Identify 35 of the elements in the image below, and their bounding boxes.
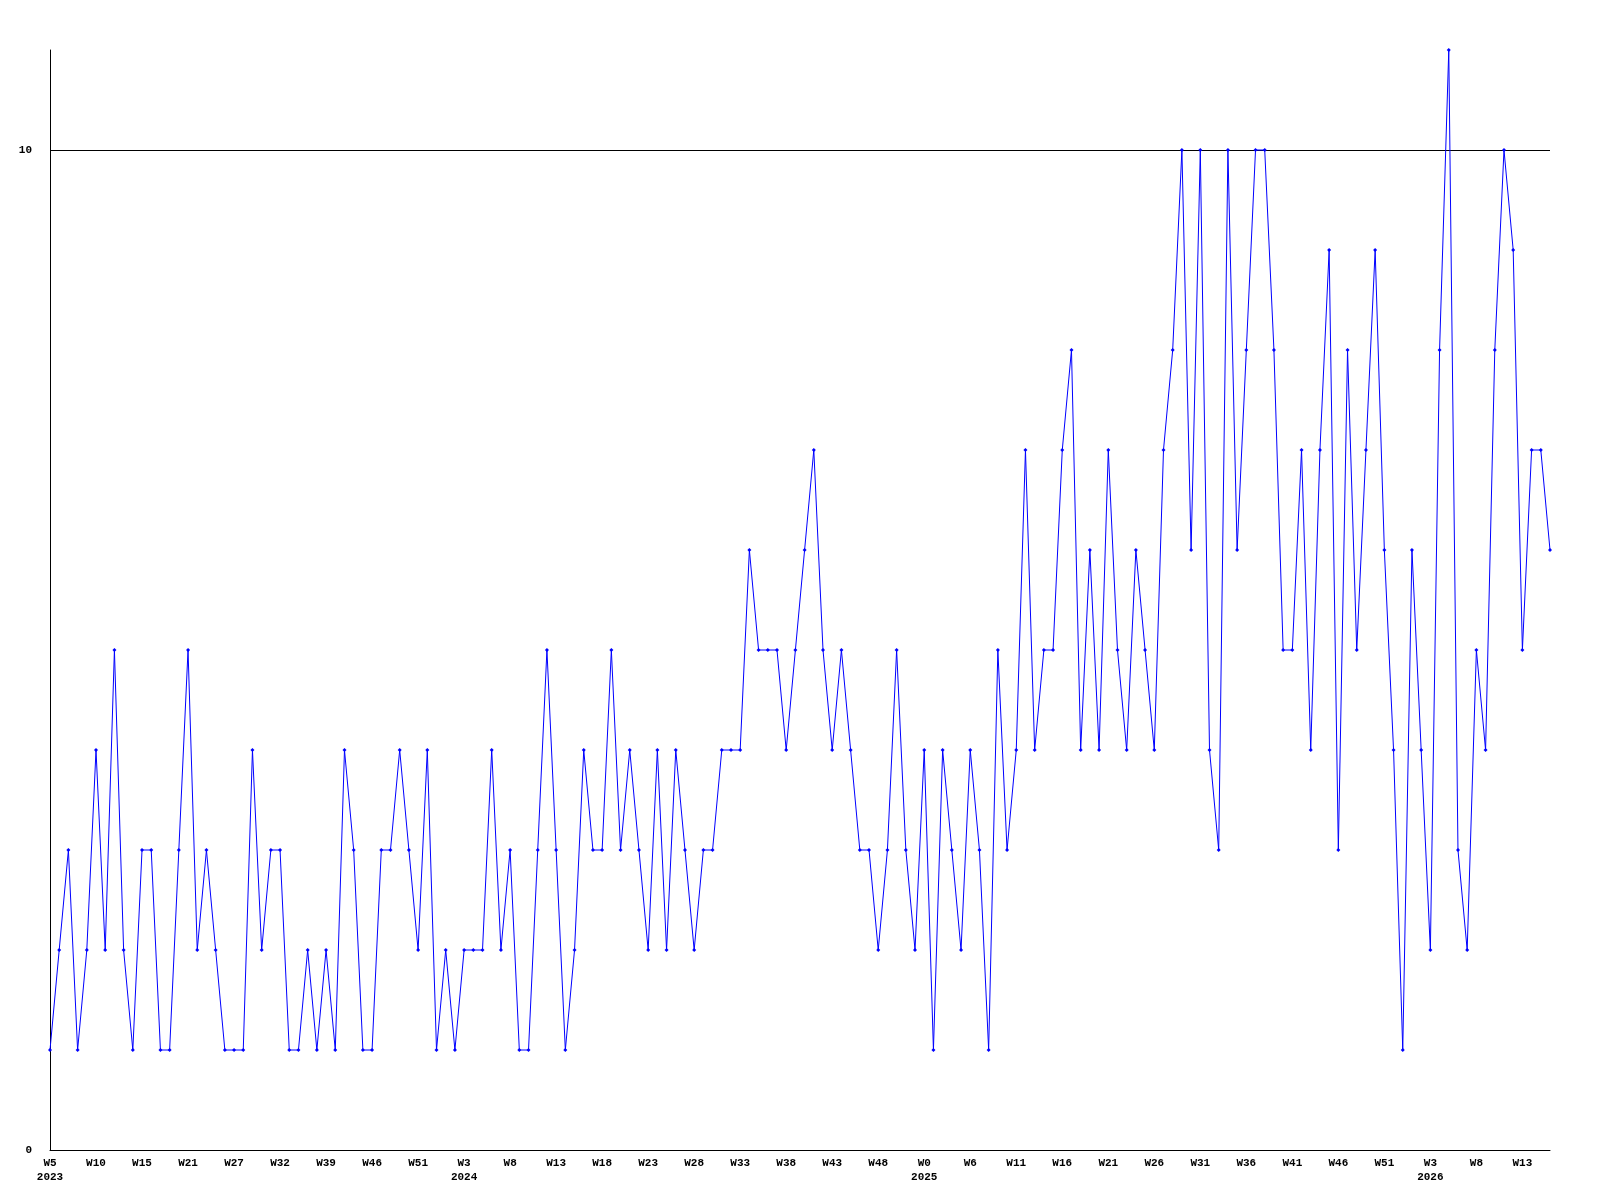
x-tick-label: W23 xyxy=(638,1157,659,1169)
x-tick-label: W10 xyxy=(86,1157,106,1169)
x-tick-label: W21 xyxy=(1098,1157,1119,1169)
x-tick-label: W13 xyxy=(1512,1157,1533,1169)
x-tick-label: W16 xyxy=(1052,1157,1073,1169)
x-tick-label: W3 2026 xyxy=(1417,1157,1444,1183)
x-tick-label: W39 xyxy=(316,1157,336,1169)
x-tick-label: W3 2024 xyxy=(450,1157,478,1183)
x-tick-label: W32 xyxy=(270,1157,290,1169)
y-tick-label: 0 xyxy=(25,1144,32,1156)
x-tick-label: W13 xyxy=(546,1157,567,1169)
x-tick-label: W46 xyxy=(362,1157,382,1169)
x-tick-label: W5 2023 xyxy=(36,1157,64,1183)
x-tick-label: W31 xyxy=(1190,1157,1211,1169)
x-tick-label: W15 xyxy=(132,1157,153,1169)
x-tick-label: W28 xyxy=(684,1157,705,1169)
x-tick-label: W11 xyxy=(1006,1157,1027,1169)
x-tick-label: W38 xyxy=(776,1157,797,1169)
x-tick-label: W36 xyxy=(1236,1157,1257,1169)
x-tick-label: W51 xyxy=(1374,1157,1395,1169)
x-tick-label: W51 xyxy=(408,1157,429,1169)
x-tick-label: W48 xyxy=(868,1157,889,1169)
x-tick-label: W33 xyxy=(730,1157,751,1169)
x-tick-label: W43 xyxy=(822,1157,843,1169)
x-tick-label: W26 xyxy=(1144,1157,1165,1169)
x-tick-label: W21 xyxy=(178,1157,199,1169)
x-tick-label: W8 xyxy=(1469,1157,1484,1169)
x-tick-label: W46 xyxy=(1328,1157,1349,1169)
y-tick-label: 10 xyxy=(18,144,32,156)
x-tick-label: W8 xyxy=(503,1157,518,1169)
x-tick-label: W18 xyxy=(592,1157,613,1169)
x-tick-label: W0 2025 xyxy=(911,1157,938,1183)
x-tick-label: W6 xyxy=(963,1157,977,1169)
x-tick-label: W27 xyxy=(224,1157,244,1169)
x-tick-label: W41 xyxy=(1282,1157,1303,1169)
